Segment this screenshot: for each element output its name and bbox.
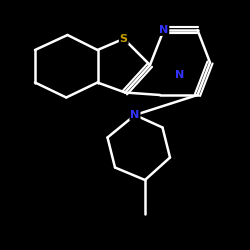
Text: N: N (130, 110, 140, 120)
Text: N: N (159, 25, 168, 35)
Text: S: S (120, 34, 128, 44)
Text: N: N (176, 70, 184, 80)
